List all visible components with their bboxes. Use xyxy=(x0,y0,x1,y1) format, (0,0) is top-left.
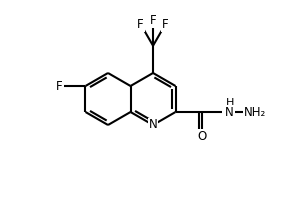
Text: F: F xyxy=(137,18,144,31)
Text: F: F xyxy=(56,79,63,92)
Text: F: F xyxy=(150,15,156,28)
Text: O: O xyxy=(197,130,206,143)
Text: NH₂: NH₂ xyxy=(244,105,266,118)
Text: H: H xyxy=(226,98,234,108)
Text: N: N xyxy=(149,118,157,132)
Text: N: N xyxy=(225,105,233,118)
Text: F: F xyxy=(162,18,169,31)
